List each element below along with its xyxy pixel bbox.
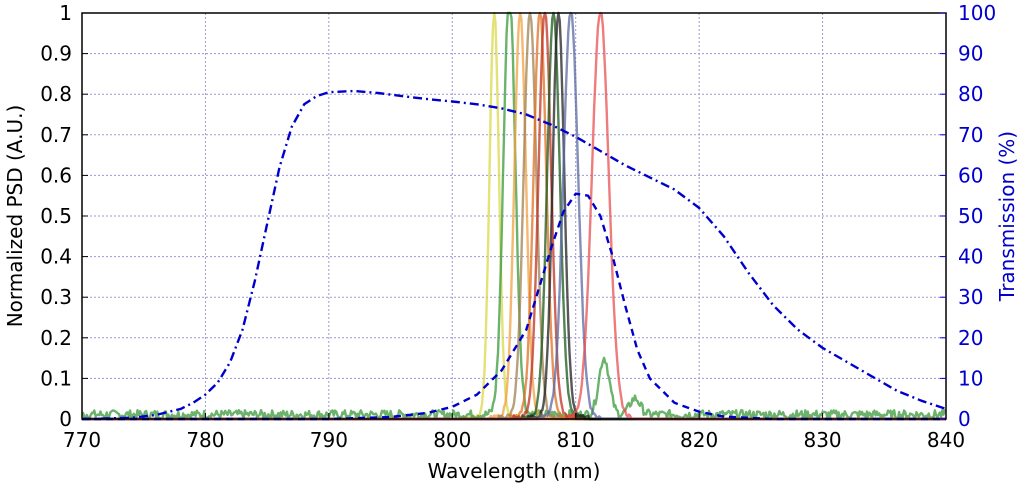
y-axis-label-left: Normalized PSD (A.U.) bbox=[3, 105, 27, 328]
axis-ticks: 770 780 790 800 810 820 830 84000.10.20.30.40.5… bbox=[40, 1, 996, 452]
y-tick-label-left: 0.2 bbox=[40, 326, 72, 350]
y-tick-label-right: 10 bbox=[958, 366, 983, 390]
x-axis-label: Wavelength (nm) bbox=[428, 459, 601, 483]
y-tick-label-left: 1 bbox=[59, 1, 72, 25]
x-tick-label: 840 bbox=[927, 428, 965, 452]
y-tick-label-left: 0.1 bbox=[40, 366, 72, 390]
y-tick-label-left: 0.8 bbox=[40, 82, 72, 106]
y-tick-label-right: 0 bbox=[958, 407, 971, 431]
y-tick-label-left: 0.3 bbox=[40, 285, 72, 309]
y-axis-label-right: Transmission (%) bbox=[995, 131, 1019, 302]
y-tick-label-right: 50 bbox=[958, 204, 983, 228]
y-tick-label-right: 40 bbox=[958, 245, 983, 269]
x-tick-label: 820 bbox=[680, 428, 718, 452]
x-tick-label: 810 bbox=[557, 428, 595, 452]
x-tick-label: 770 bbox=[63, 428, 101, 452]
x-tick-label: 780 bbox=[186, 428, 224, 452]
y-tick-label-right: 100 bbox=[958, 1, 996, 25]
psd-2-line bbox=[81, 11, 947, 421]
x-tick-label: 790 bbox=[310, 428, 348, 452]
y-tick-label-right: 30 bbox=[958, 285, 983, 309]
y-tick-label-left: 0.6 bbox=[40, 163, 72, 187]
y-tick-label-right: 20 bbox=[958, 326, 983, 350]
y-tick-label-right: 70 bbox=[958, 123, 983, 147]
y-tick-label-left: 0.9 bbox=[40, 42, 72, 66]
y-tick-label-left: 0.5 bbox=[40, 204, 72, 228]
y-tick-label-left: 0.4 bbox=[40, 245, 72, 269]
y-tick-label-right: 60 bbox=[958, 163, 983, 187]
x-tick-label: 800 bbox=[433, 428, 471, 452]
filter-transmission-line bbox=[81, 89, 947, 421]
x-tick-label: 830 bbox=[803, 428, 841, 452]
y-tick-label-left: 0.7 bbox=[40, 123, 72, 147]
y-tick-label-right: 80 bbox=[958, 82, 983, 106]
y-tick-label-left: 0 bbox=[59, 407, 72, 431]
y-tick-label-right: 90 bbox=[958, 42, 983, 66]
